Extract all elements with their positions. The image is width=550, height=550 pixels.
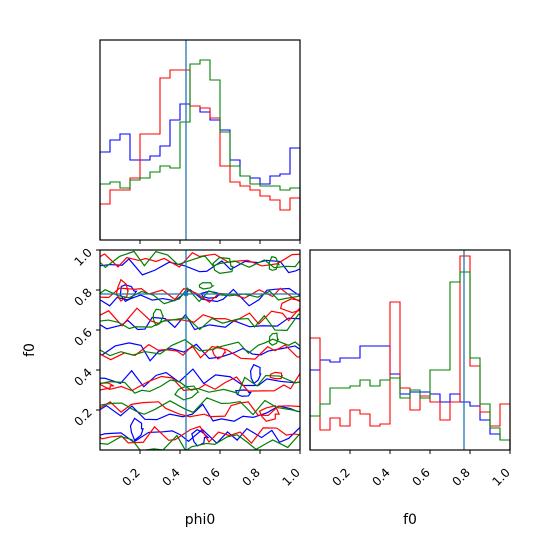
contour-xtick-label-4: 1.0 xyxy=(279,465,302,488)
contour-0-loop-0 xyxy=(191,428,210,447)
f0-hist-xtick-label-2: 0.6 xyxy=(409,465,432,488)
f0-hist-frame xyxy=(309,249,511,451)
x-axis-label-phi0: phi0 xyxy=(185,512,216,528)
phi0-f0-contour-panel: 0.2 0.4 0.6 0.8 1.0 0.2 0.4 0.6 0.8 1.0 xyxy=(71,245,302,488)
x-axis-label-f0: f0 xyxy=(403,512,417,528)
phi0-hist-frame xyxy=(99,39,301,241)
contour-2-line-4 xyxy=(100,313,300,331)
contour-xtick-label-2: 0.6 xyxy=(199,465,222,488)
contour-frame xyxy=(99,249,301,451)
contour-2-loop-0 xyxy=(152,308,165,327)
y-axis-label-f0: f0 xyxy=(22,343,38,357)
contour-1-line-2 xyxy=(100,372,300,392)
contour-1-line-6 xyxy=(100,251,300,268)
contour-1-line-4 xyxy=(100,307,300,327)
contour-2-loop-3 xyxy=(268,256,280,271)
contour-1-line-1 xyxy=(100,401,300,418)
contour-1-line-5 xyxy=(100,287,300,304)
contour-2-line-1 xyxy=(100,397,300,416)
contour-ytick-label-1: 0.4 xyxy=(71,365,94,388)
contour-1-line-0 xyxy=(100,425,300,445)
contour-xtick-label-1: 0.4 xyxy=(159,465,182,488)
contour-2-line-2 xyxy=(100,374,300,394)
f0-hist-series-0 xyxy=(309,345,511,450)
contour-2-loop-4 xyxy=(198,282,215,290)
f0-hist-xtick-label-0: 0.2 xyxy=(329,465,352,488)
contour-1-loop-5 xyxy=(258,404,281,422)
contour-0-line-0 xyxy=(100,426,300,444)
f0-hist-series-2 xyxy=(309,271,511,450)
contour-2-loop-1 xyxy=(174,385,200,401)
contour-2-line-3 xyxy=(100,338,300,357)
contour-0-loop-2 xyxy=(235,389,252,397)
contour-ytick-label-2: 0.6 xyxy=(71,325,94,348)
contour-0-line-3 xyxy=(100,342,300,362)
contour-xtick-label-3: 0.8 xyxy=(239,465,262,488)
f0-hist-xtick-label-4: 1.0 xyxy=(489,465,512,488)
contour-2-loop-5 xyxy=(212,256,234,274)
contour-1-loop-1 xyxy=(279,298,300,314)
contour-0-loop-4 xyxy=(249,363,262,385)
phi0-hist-series-1 xyxy=(99,69,301,240)
contour-1-loop-3 xyxy=(211,345,227,360)
contour-2-loop-2 xyxy=(268,332,280,346)
f0-hist-xtick-label-3: 0.8 xyxy=(449,465,472,488)
contour-ytick-label-0: 0.2 xyxy=(71,405,94,428)
contour-0-line-2 xyxy=(100,368,300,388)
contour-0-line-4 xyxy=(100,313,300,331)
contour-0-loop-5 xyxy=(129,417,144,442)
contour-truth-point xyxy=(183,291,189,297)
phi0-hist-series-2 xyxy=(99,59,301,240)
contour-xtick-label-0: 0.2 xyxy=(119,465,142,488)
f0-hist-series-1 xyxy=(309,255,511,450)
phi0-histogram-panel xyxy=(99,39,301,244)
contour-ytick-label-3: 0.8 xyxy=(71,285,94,308)
contour-2-line-5 xyxy=(100,287,300,305)
contour-2-line-0 xyxy=(100,433,300,450)
contour-ytick-label-4: 1.0 xyxy=(71,245,94,268)
phi0-hist-series-0 xyxy=(99,103,301,240)
contour-lines-group xyxy=(100,250,300,450)
f0-hist-xtick-label-1: 0.4 xyxy=(369,465,392,488)
f0-histogram-panel: 0.2 0.4 0.6 0.8 1.0 xyxy=(309,249,513,489)
contour-2-line-6 xyxy=(100,250,300,269)
